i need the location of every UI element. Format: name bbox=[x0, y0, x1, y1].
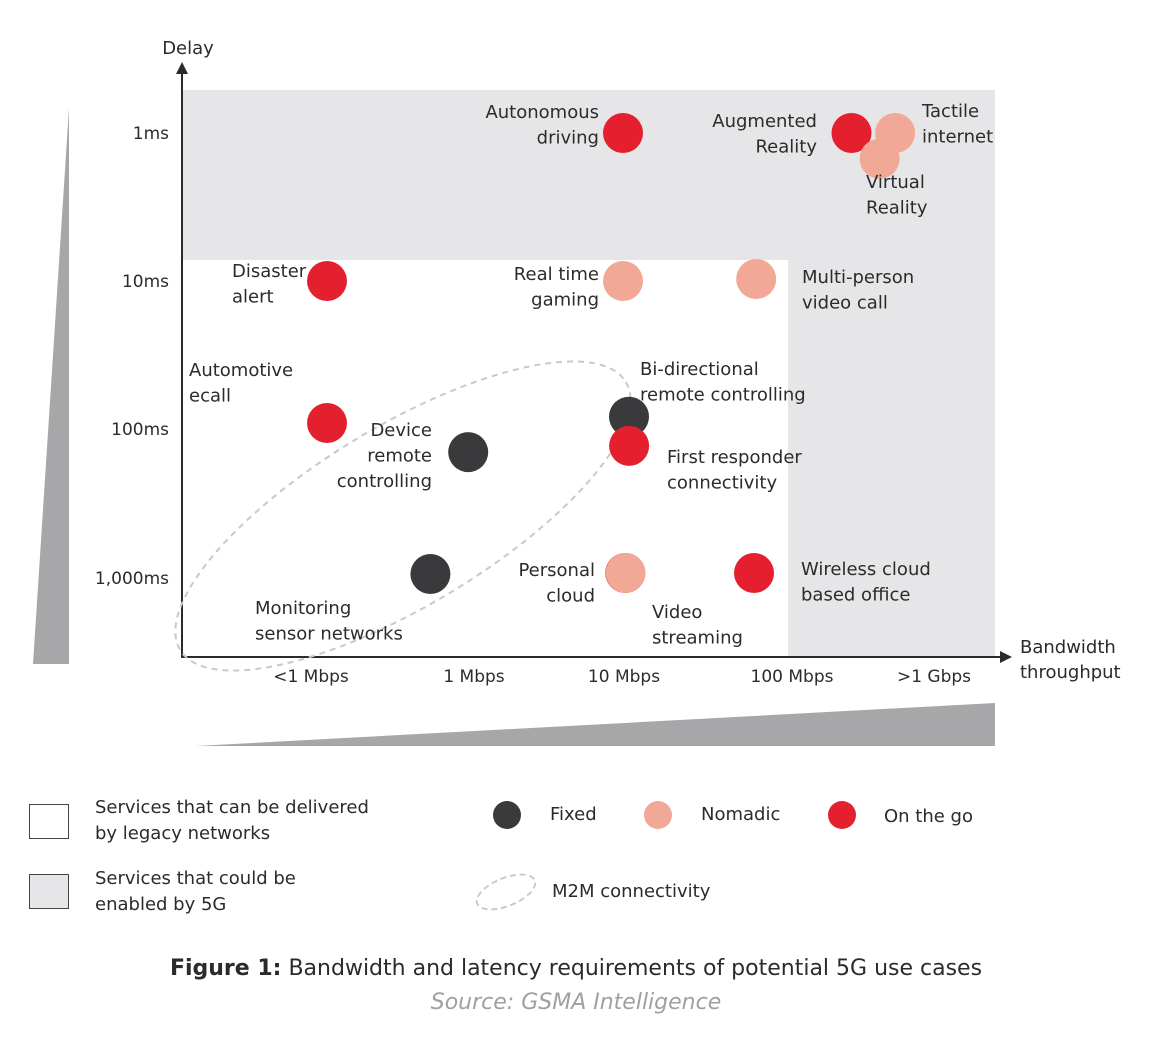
point-bi-directional-remote-controlling bbox=[609, 396, 649, 437]
point-monitoring-sensor-networks bbox=[410, 554, 451, 594]
label-tactile-internet: Tactile internet bbox=[921, 101, 993, 148]
figure-caption-text: Bandwidth and latency requirements of po… bbox=[288, 956, 983, 981]
legend-fixed-label: Fixed bbox=[550, 804, 597, 825]
point-augmented-reality bbox=[831, 113, 872, 153]
label-line: Wireless cloud bbox=[801, 559, 931, 580]
label-line: sensor networks bbox=[255, 624, 403, 645]
label-real-time-gaming: Real time gaming bbox=[514, 264, 599, 311]
label-first-responder-connectivity: First responder connectivity bbox=[667, 447, 802, 494]
label-line: controlling bbox=[337, 471, 432, 492]
legend-legacy-line2: by legacy networks bbox=[95, 823, 271, 844]
x-axis-arrow bbox=[1000, 651, 1012, 663]
label-line: based office bbox=[801, 585, 910, 606]
y-tick-100ms: 100ms bbox=[111, 420, 169, 440]
label-line: Autonomous bbox=[485, 102, 599, 123]
label-device-remote-controlling: Device remote controlling bbox=[337, 420, 432, 492]
x-tick-1-mbps: 1 Mbps bbox=[443, 667, 504, 687]
point-automotive-ecall bbox=[307, 403, 347, 443]
label-line: Reality bbox=[755, 137, 817, 158]
y-axis-arrow bbox=[176, 62, 188, 74]
label-line: remote controlling bbox=[640, 385, 806, 406]
label-line: Real time bbox=[514, 264, 599, 285]
point-multi-person-video-call bbox=[736, 259, 777, 299]
m2m-ellipse bbox=[174, 360, 632, 672]
label-monitoring-sensor-networks: Monitoring sensor networks bbox=[255, 598, 403, 645]
point-first-responder-connectivity bbox=[609, 425, 650, 466]
legend-5g-label: Services that could be enabled by 5G bbox=[95, 866, 296, 918]
label-disaster-alert: Disaster alert bbox=[232, 261, 307, 308]
label-line: Reality bbox=[866, 198, 928, 219]
label-line: Tactile bbox=[921, 101, 979, 122]
label-line: gaming bbox=[531, 290, 599, 311]
legend-nomadic-label: Nomadic bbox=[701, 804, 781, 825]
legend-on-the-go-dot bbox=[828, 801, 856, 829]
legend-m2m-label: M2M connectivity bbox=[552, 881, 711, 902]
point-disaster-alert bbox=[307, 261, 347, 301]
label-wireless-cloud-based-office: Wireless cloud based office bbox=[801, 559, 931, 606]
legend-5g-line1: Services that could be bbox=[95, 868, 296, 889]
figure-caption: Figure 1: Bandwidth and latency requirem… bbox=[0, 956, 1152, 981]
legend-fixed-dot bbox=[493, 801, 521, 829]
label-line: Personal bbox=[518, 560, 595, 581]
label-line: Multi-person bbox=[802, 267, 914, 288]
label-line: First responder bbox=[667, 447, 802, 468]
label-augmented-reality: Augmented Reality bbox=[712, 111, 817, 158]
label-line: Augmented bbox=[712, 111, 817, 132]
bandwidth-wedge bbox=[196, 703, 995, 746]
label-automotive-ecall: Automotive ecall bbox=[189, 360, 293, 407]
zone-5g bbox=[183, 90, 995, 656]
point-virtual-reality bbox=[859, 138, 900, 179]
label-line: Bi-directional bbox=[640, 359, 759, 380]
figure-caption-label: Figure 1: bbox=[169, 956, 282, 981]
x-tick-1-gbps: >1 Gbps bbox=[897, 667, 971, 687]
legend-nomadic-dot bbox=[644, 801, 672, 829]
legend-on-the-go-label: On the go bbox=[884, 806, 973, 827]
data-points: Autonomous driving Augmented Reality Tactile… bbox=[189, 101, 993, 649]
y-tick-10ms: 10ms bbox=[122, 272, 169, 292]
label-line: Disaster bbox=[232, 261, 307, 282]
label-line: ecall bbox=[189, 386, 231, 407]
tick-labels: <1 Mbps 1 Mbps 10 Mbps 100 Mbps >1 Gbps 1ms 10… bbox=[95, 124, 971, 687]
legend-5g-line2: enabled by 5G bbox=[95, 894, 227, 915]
label-line: video call bbox=[802, 293, 888, 314]
label-line: Virtual bbox=[866, 172, 925, 193]
x-tick-10-mbps: 10 Mbps bbox=[588, 667, 660, 687]
label-personal-cloud: Personal cloud bbox=[518, 560, 595, 607]
point-autonomous-driving bbox=[603, 113, 643, 153]
point-device-remote-controlling bbox=[448, 432, 489, 473]
label-virtual-reality: Virtual Reality bbox=[866, 172, 928, 219]
label-line: driving bbox=[537, 128, 599, 149]
figure-source: Source: GSMA Intelligence bbox=[430, 990, 722, 1015]
x-tick-100-mbps: 100 Mbps bbox=[751, 667, 834, 687]
point-real-time-gaming bbox=[603, 261, 643, 301]
legend-legacy-line1: Services that can be delivered bbox=[95, 797, 369, 818]
label-multi-person-video-call: Multi-person video call bbox=[802, 267, 914, 314]
y-tick-1ms: 1ms bbox=[133, 124, 169, 144]
label-line: Monitoring bbox=[255, 598, 351, 619]
x-tick-1-mbps: <1 Mbps bbox=[273, 667, 349, 687]
delay-wedge bbox=[33, 108, 69, 664]
label-line: connectivity bbox=[667, 473, 777, 494]
label-line: Video bbox=[652, 602, 702, 623]
label-line: streaming bbox=[652, 628, 743, 649]
legend-legacy-label: Services that can be delivered by legacy… bbox=[95, 795, 369, 847]
label-line: internet bbox=[922, 127, 993, 148]
label-line: remote bbox=[367, 446, 432, 467]
legend-legacy-swatch bbox=[29, 804, 69, 839]
point-video-streaming bbox=[605, 553, 646, 593]
y-axis-title: Delay bbox=[162, 38, 214, 59]
label-video-streaming: Video streaming bbox=[652, 602, 743, 649]
label-autonomous-driving: Autonomous driving bbox=[485, 102, 599, 149]
legend-5g-swatch bbox=[29, 874, 69, 909]
x-axis-title-line2: throughput bbox=[1020, 662, 1121, 683]
label-line: cloud bbox=[546, 586, 595, 607]
x-axis-title-line1: Bandwidth bbox=[1020, 637, 1116, 658]
y-tick-1-000ms: 1,000ms bbox=[95, 569, 169, 589]
label-line: Device bbox=[370, 420, 432, 441]
label-bi-directional-remote-controlling: Bi-directional remote controlling bbox=[640, 359, 806, 406]
point-wireless-cloud-based-office bbox=[734, 553, 774, 593]
label-line: alert bbox=[232, 287, 274, 308]
label-line: Automotive bbox=[189, 360, 293, 381]
